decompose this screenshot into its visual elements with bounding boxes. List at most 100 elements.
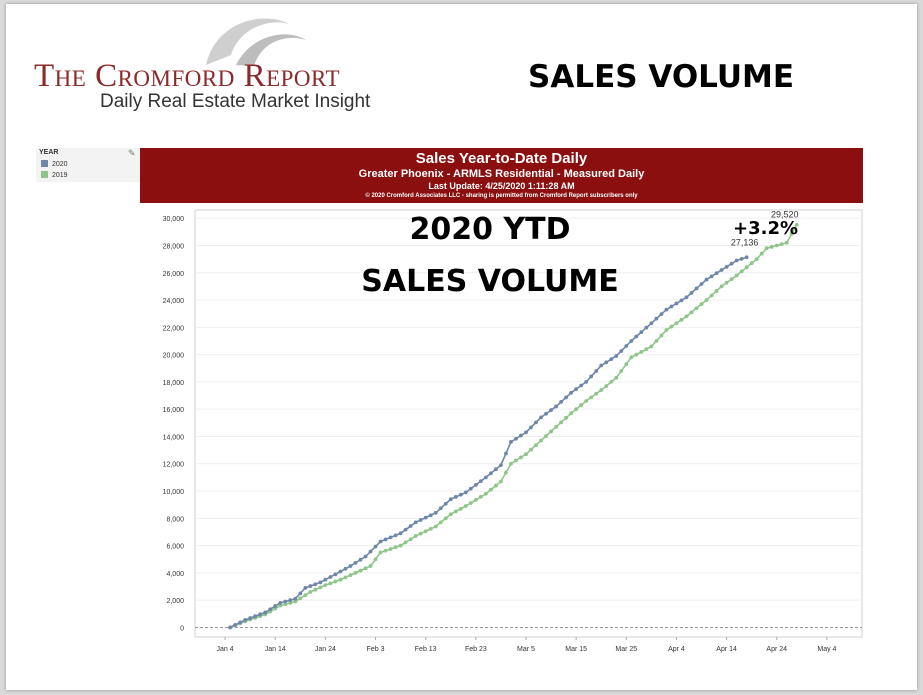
data-point-2020 bbox=[699, 282, 704, 286]
x-tick-label: Mar 5 bbox=[517, 646, 535, 653]
data-point-2019 bbox=[764, 246, 769, 251]
data-point-2019 bbox=[609, 379, 614, 384]
data-point-2020 bbox=[448, 497, 453, 502]
data-point-2020 bbox=[609, 357, 614, 362]
data-point-2020 bbox=[634, 334, 639, 339]
data-point-2019 bbox=[654, 339, 659, 343]
data-point-2019 bbox=[689, 310, 694, 315]
data-point-2020 bbox=[293, 596, 298, 601]
data-point-2019 bbox=[408, 537, 413, 542]
data-point-2019 bbox=[559, 420, 563, 425]
x-tick-label: Mar 15 bbox=[565, 646, 587, 653]
data-point-2019 bbox=[734, 273, 739, 278]
data-point-2020 bbox=[453, 495, 458, 499]
data-point-2020 bbox=[594, 369, 599, 373]
data-point-2019 bbox=[468, 501, 473, 505]
data-point-2019 bbox=[574, 407, 579, 412]
legend-item-2019[interactable]: 2019 bbox=[41, 171, 68, 179]
data-point-2020 bbox=[624, 344, 629, 348]
data-point-2019 bbox=[789, 231, 794, 236]
data-point-2019 bbox=[473, 497, 478, 502]
data-point-2020 bbox=[599, 363, 604, 368]
legend-item-2020[interactable]: 2020 bbox=[41, 160, 68, 168]
percent-change-label: +3.2% bbox=[733, 218, 799, 239]
data-point-2020 bbox=[519, 433, 523, 438]
data-point-2020 bbox=[388, 535, 393, 540]
data-point-2019 bbox=[669, 324, 674, 329]
data-point-2020 bbox=[338, 569, 343, 574]
data-point-2019 bbox=[739, 269, 744, 274]
data-point-2020 bbox=[313, 582, 318, 587]
logo-title: The Cromford Report bbox=[34, 58, 341, 94]
data-point-2019 bbox=[784, 240, 789, 245]
data-point-2020 bbox=[664, 307, 669, 312]
data-point-2019 bbox=[323, 583, 328, 588]
overlay-ytd-text: 2020 YTD bbox=[409, 212, 571, 247]
data-point-2020 bbox=[504, 451, 508, 456]
data-point-2020 bbox=[614, 354, 619, 358]
data-point-2019 bbox=[729, 277, 734, 282]
data-point-2020 bbox=[393, 533, 398, 538]
data-point-2020 bbox=[629, 339, 634, 343]
data-point-2020 bbox=[373, 544, 378, 549]
y-tick-label: 12,000 bbox=[163, 462, 185, 469]
edit-icon[interactable]: ✎ bbox=[128, 148, 136, 158]
data-point-2019 bbox=[664, 328, 669, 332]
data-point-2019 bbox=[458, 506, 463, 511]
data-point-2019 bbox=[504, 470, 508, 475]
legend-label: 2019 bbox=[52, 172, 68, 179]
data-point-2019 bbox=[539, 438, 543, 443]
data-point-2019 bbox=[418, 531, 423, 536]
data-point-2019 bbox=[674, 321, 679, 326]
data-point-2020 bbox=[569, 390, 574, 395]
data-point-2019 bbox=[589, 395, 594, 400]
data-point-2019 bbox=[283, 602, 288, 607]
data-point-2019 bbox=[579, 403, 584, 407]
data-point-2020 bbox=[243, 618, 248, 622]
data-point-2019 bbox=[488, 487, 493, 492]
data-point-2020 bbox=[674, 301, 679, 306]
data-point-2020 bbox=[684, 295, 689, 300]
data-point-2019 bbox=[599, 388, 604, 392]
data-point-2020 bbox=[619, 349, 624, 353]
y-tick-label: 22,000 bbox=[163, 325, 185, 332]
data-point-2019 bbox=[423, 529, 428, 534]
data-point-2020 bbox=[363, 554, 368, 559]
data-point-2019 bbox=[303, 593, 308, 598]
data-point-2020 bbox=[694, 286, 699, 291]
data-point-2019 bbox=[744, 265, 749, 270]
data-point-2020 bbox=[263, 610, 268, 615]
data-point-2020 bbox=[438, 506, 443, 511]
data-point-2019 bbox=[684, 314, 689, 319]
data-point-2019 bbox=[403, 540, 408, 545]
data-point-2019 bbox=[388, 547, 393, 551]
banner-subtitle: Greater Phoenix - ARMLS Residential - Me… bbox=[358, 168, 645, 180]
data-point-2020 bbox=[353, 560, 358, 565]
data-point-2020 bbox=[468, 486, 473, 491]
data-point-2020 bbox=[423, 515, 428, 520]
data-point-2019 bbox=[363, 566, 368, 571]
data-point-2020 bbox=[268, 607, 273, 612]
data-point-2019 bbox=[298, 596, 303, 601]
data-point-2020 bbox=[408, 524, 413, 528]
data-point-2020 bbox=[704, 277, 709, 282]
data-point-2019 bbox=[529, 447, 533, 452]
data-point-2019 bbox=[614, 375, 619, 380]
y-tick-label: 20,000 bbox=[163, 353, 185, 360]
data-point-2020 bbox=[343, 566, 348, 571]
y-tick-label: 2,000 bbox=[166, 598, 184, 605]
data-point-2019 bbox=[343, 575, 348, 580]
data-point-2019 bbox=[398, 543, 403, 548]
data-point-2020 bbox=[358, 557, 363, 562]
data-point-2020 bbox=[509, 440, 513, 444]
data-point-2019 bbox=[463, 504, 468, 508]
banner-copyright: © 2020 Cromford Associates LLC - sharing… bbox=[365, 193, 638, 199]
legend-label: 2020 bbox=[52, 161, 68, 168]
data-point-2020 bbox=[644, 325, 649, 330]
data-point-2019 bbox=[348, 573, 353, 578]
data-point-2020 bbox=[724, 264, 729, 269]
end-label-2020: 27,136 bbox=[731, 237, 759, 247]
x-tick-label: Feb 13 bbox=[415, 646, 437, 653]
data-point-2019 bbox=[649, 344, 654, 349]
data-point-2019 bbox=[634, 352, 639, 357]
